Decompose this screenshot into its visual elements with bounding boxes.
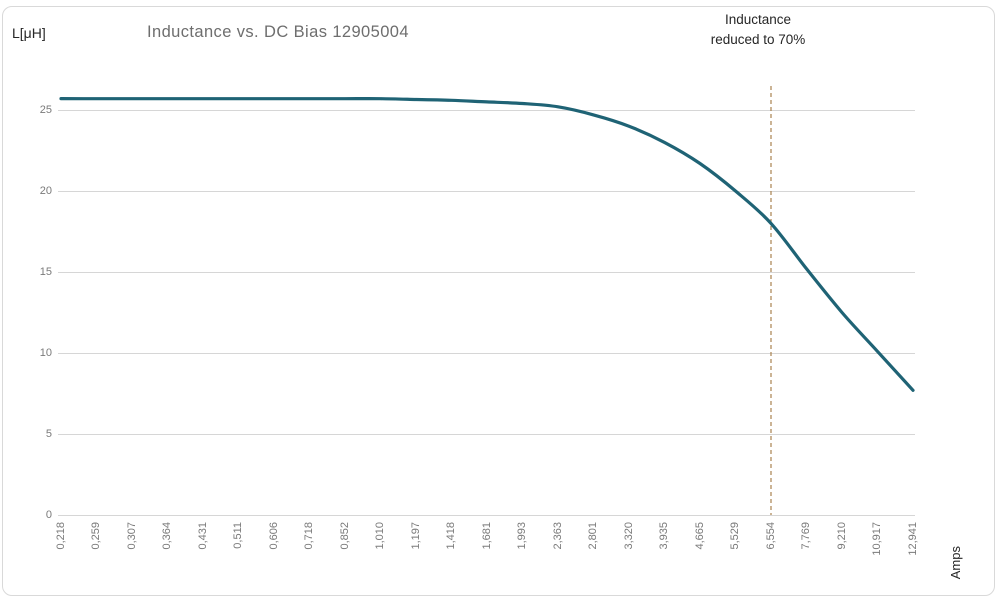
x-tick-label: 1,993 — [516, 522, 528, 550]
gridline — [58, 434, 915, 435]
x-tick-label: 0,218 — [54, 522, 67, 550]
y-tick-label: 15 — [39, 266, 52, 278]
x-tick-label: 1,681 — [480, 522, 493, 550]
x-tick-label: 3,320 — [622, 522, 635, 550]
x-tick-label: 12,941 — [906, 522, 919, 556]
gridline — [58, 353, 915, 354]
x-tick-label: 3,935 — [658, 522, 670, 550]
x-tick-label: 0,364 — [161, 522, 173, 550]
y-tick-label: 25 — [39, 104, 52, 116]
x-tick-label: 7,769 — [800, 522, 812, 550]
x-tick-label: 0,431 — [196, 522, 209, 550]
y-axis-title: L[μH] — [12, 25, 46, 41]
y-tick-label: 10 — [39, 347, 52, 359]
y-tick-label: 20 — [39, 185, 52, 197]
annotation-line-2: reduced to 70% — [710, 32, 806, 47]
x-tick-label: 6,554 — [764, 522, 777, 550]
x-tick-label: 10,917 — [871, 522, 883, 556]
x-tick-label: 9,210 — [835, 522, 848, 550]
x-tick-label: 0,511 — [232, 522, 244, 549]
x-tick-label: 2,363 — [551, 522, 564, 550]
chart-title: Inductance vs. DC Bias 12905004 — [147, 23, 409, 41]
x-tick-label: 5,529 — [729, 522, 741, 550]
x-tick-label: 1,197 — [409, 522, 422, 550]
gridline — [58, 272, 915, 273]
gridline — [58, 515, 915, 516]
x-tick-label: 1,418 — [445, 522, 457, 550]
gridline — [58, 110, 915, 111]
x-tick-label: 1,010 — [374, 522, 386, 550]
x-tick-label: 0,606 — [267, 522, 280, 550]
threshold-annotation: Inductance reduced to 70% — [683, 10, 833, 50]
x-tick-label: 0,259 — [90, 522, 102, 550]
x-tick-label: 0,718 — [303, 522, 315, 550]
y-tick-label: 5 — [45, 428, 52, 440]
x-tick-label: 0,852 — [338, 522, 351, 550]
x-axis-title: Amps — [948, 546, 963, 580]
gridline — [58, 191, 915, 192]
x-tick-label: 0,307 — [125, 522, 138, 550]
x-tick-label: 4,665 — [693, 522, 706, 550]
annotation-line-1: Inductance — [724, 12, 792, 27]
x-tick-label: 2,801 — [587, 522, 599, 550]
chart-frame — [2, 6, 995, 596]
y-tick-label: 0 — [45, 509, 52, 521]
